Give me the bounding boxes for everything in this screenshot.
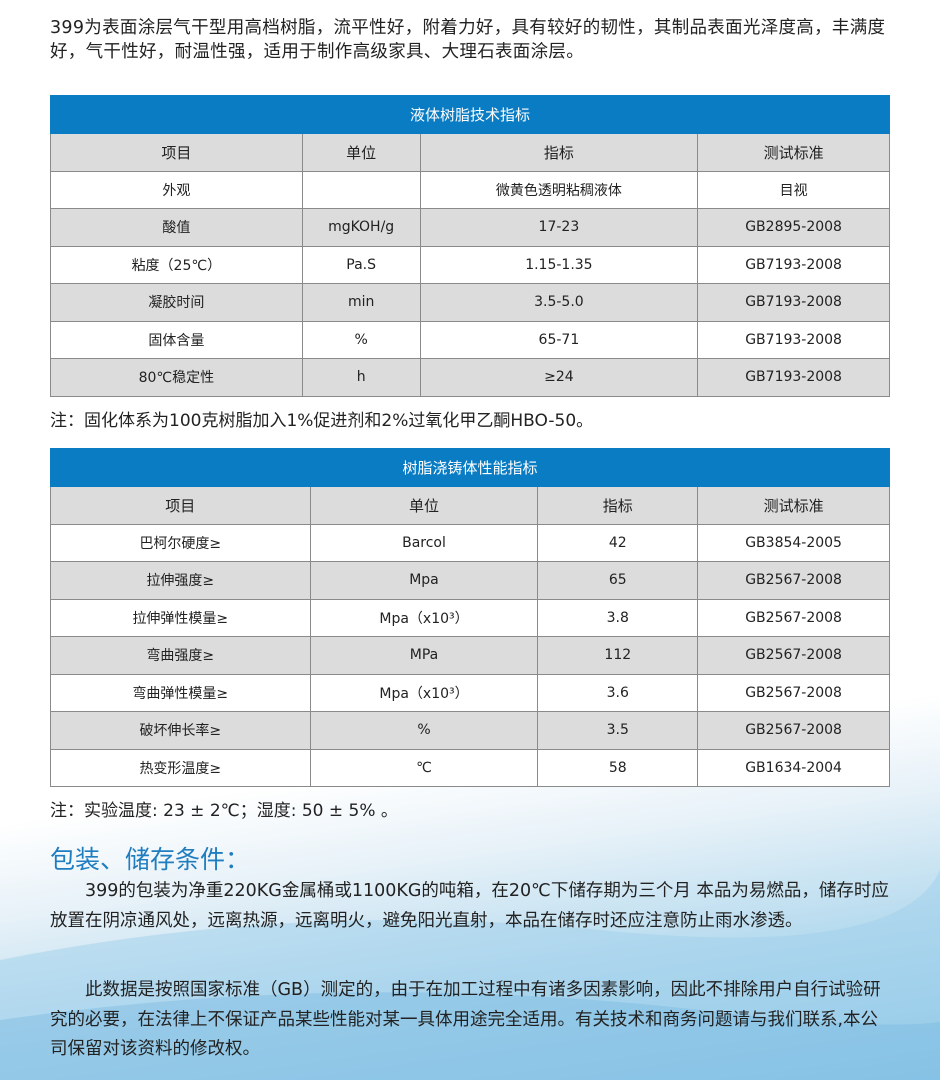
- table-cell: 拉伸弹性模量≥: [50, 598, 311, 637]
- table-cell: 弯曲弹性模量≥: [50, 673, 311, 712]
- table-row: 破坏伸长率≥% 3.5 GB2567-2008: [50, 711, 890, 750]
- table-cell: mgKOH/g: [301, 208, 421, 247]
- table-cell: GB2567-2008: [697, 711, 890, 750]
- table-row: 外观 微黄色透明粘稠液体 目视: [50, 170, 890, 209]
- storage-paragraph: 399的包装为净重220KG金属桶或1100KG的吨箱，在20℃下储存期为三个月…: [50, 881, 889, 931]
- table-row: 拉伸弹性模量≥ Mpa（x10³） 3.8 GB2567-2008: [50, 598, 890, 637]
- table-cell: 破坏伸长率≥: [50, 711, 311, 750]
- table-cell: 17-23: [419, 208, 699, 247]
- header-cell: 项目: [50, 486, 311, 525]
- table-cell: 固体含量: [50, 320, 303, 359]
- table-cell: GB2567-2008: [697, 673, 890, 712]
- table-title: 树脂浇铸体性能指标: [50, 448, 890, 487]
- table-cell: 热变形温度≥: [50, 748, 311, 787]
- table-cell: Barcol: [309, 523, 539, 562]
- table-cell: GB2567-2008: [697, 598, 890, 637]
- table-cell: 65: [537, 561, 699, 600]
- table-cell: GB2895-2008: [697, 208, 890, 247]
- liquid-resin-spec-table: 液体树脂技术指标 项目 单位 指标 测试标准 外观 微黄色透明粘稠液体 目视 酸值 mgKOH…: [50, 95, 890, 397]
- table-cell: 弯曲强度≥: [50, 636, 311, 675]
- table-row: 巴柯尔硬度≥ Barcol 42 GB3854-2005: [50, 523, 890, 562]
- table-row: 弯曲强度≥ MPa 112 GB2567-2008: [50, 636, 890, 675]
- table-cell: Mpa（x10³）: [309, 598, 539, 637]
- header-cell: 单位: [309, 486, 539, 525]
- table-cell: 目视: [697, 170, 890, 209]
- table-cell: [301, 170, 421, 209]
- table-cell: 3.5: [537, 711, 699, 750]
- header-cell: 指标: [419, 133, 699, 172]
- disclaimer-paragraph: 此数据是按照国家标准（GB）测定的，由于在加工过程中有诸多因素影响，因此不排除用…: [50, 980, 881, 1059]
- table-cell: GB7193-2008: [697, 245, 890, 284]
- table-cell: ≥24: [419, 358, 699, 397]
- table-cell: 3.8: [537, 598, 699, 637]
- table-cell: Pa.S: [301, 245, 421, 284]
- table-cell: h: [301, 358, 421, 397]
- table-row: 80℃稳定性 h ≥24 GB7193-2008: [50, 358, 890, 397]
- table-cell: 拉伸强度≥: [50, 561, 311, 600]
- table-cell: 1.15-1.35: [419, 245, 699, 284]
- table-header: 项目 单位 指标 测试标准: [50, 486, 890, 525]
- intro-text: 399为表面涂层气干型用高档树脂，流平性好，附着力好，具有较好的韧性，其制品表面…: [50, 18, 886, 62]
- table-cell: 外观: [50, 170, 303, 209]
- header-cell: 项目: [50, 133, 303, 172]
- table-cell: 65-71: [419, 320, 699, 359]
- table-cell: GB7193-2008: [697, 283, 890, 322]
- note-test-conditions: 注：实验温度: 23 ± 2℃；湿度: 50 ± 5% 。: [50, 801, 398, 821]
- header-cell: 测试标准: [697, 133, 890, 172]
- header-cell: 指标: [537, 486, 699, 525]
- table-cell: 112: [537, 636, 699, 675]
- table-row: 酸值 mgKOH/g 17-23 GB2895-2008: [50, 208, 890, 247]
- cast-resin-property-table: 树脂浇铸体性能指标 项目 单位 指标 测试标准 巴柯尔硬度≥ Barcol 42 GB385…: [50, 448, 890, 787]
- table-row: 弯曲弹性模量≥ Mpa（x10³） 3.6 GB2567-2008: [50, 673, 890, 712]
- note-curing: 注：固化体系为100克树脂加入1%促进剂和2%过氧化甲乙酮HBO-50。: [50, 411, 594, 431]
- table-row: 拉伸强度≥ Mpa 65 GB2567-2008: [50, 561, 890, 600]
- table-header: 项目 单位 指标 测试标准: [50, 133, 890, 172]
- table-cell: GB1634-2004: [697, 748, 890, 787]
- table-cell: GB7193-2008: [697, 358, 890, 397]
- table-cell: Mpa（x10³）: [309, 673, 539, 712]
- table-cell: GB2567-2008: [697, 561, 890, 600]
- table-cell: MPa: [309, 636, 539, 675]
- table-row: 粘度（25℃） Pa.S 1.15-1.35 GB7193-2008: [50, 245, 890, 284]
- table-title: 液体树脂技术指标: [50, 95, 890, 134]
- table-cell: 80℃稳定性: [50, 358, 303, 397]
- table-cell: min: [301, 283, 421, 322]
- table-cell: %: [309, 711, 539, 750]
- table-cell: 3.6: [537, 673, 699, 712]
- table-cell: GB7193-2008: [697, 320, 890, 359]
- table-cell: %: [301, 320, 421, 359]
- table-cell: 3.5-5.0: [419, 283, 699, 322]
- storage-heading: 包装、储存条件：: [50, 845, 251, 874]
- table-cell: GB3854-2005: [697, 523, 890, 562]
- table-cell: 微黄色透明粘稠液体: [419, 170, 699, 209]
- table-cell: 粘度（25℃）: [50, 245, 303, 284]
- table-cell: 58: [537, 748, 699, 787]
- table-cell: 酸值: [50, 208, 303, 247]
- table-cell: 凝胶时间: [50, 283, 303, 322]
- table-cell: ℃: [309, 748, 539, 787]
- table-cell: Mpa: [309, 561, 539, 600]
- table-row: 热变形温度≥ ℃ 58 GB1634-2004: [50, 748, 890, 787]
- table-cell: GB2567-2008: [697, 636, 890, 675]
- table-cell: 42: [537, 523, 699, 562]
- header-cell: 测试标准: [697, 486, 890, 525]
- table-row: 凝胶时间 min 3.5-5.0 GB7193-2008: [50, 283, 890, 322]
- header-cell: 单位: [301, 133, 421, 172]
- table-cell: 巴柯尔硬度≥: [50, 523, 311, 562]
- table-row: 固体含量% 65-71 GB7193-2008: [50, 320, 890, 359]
